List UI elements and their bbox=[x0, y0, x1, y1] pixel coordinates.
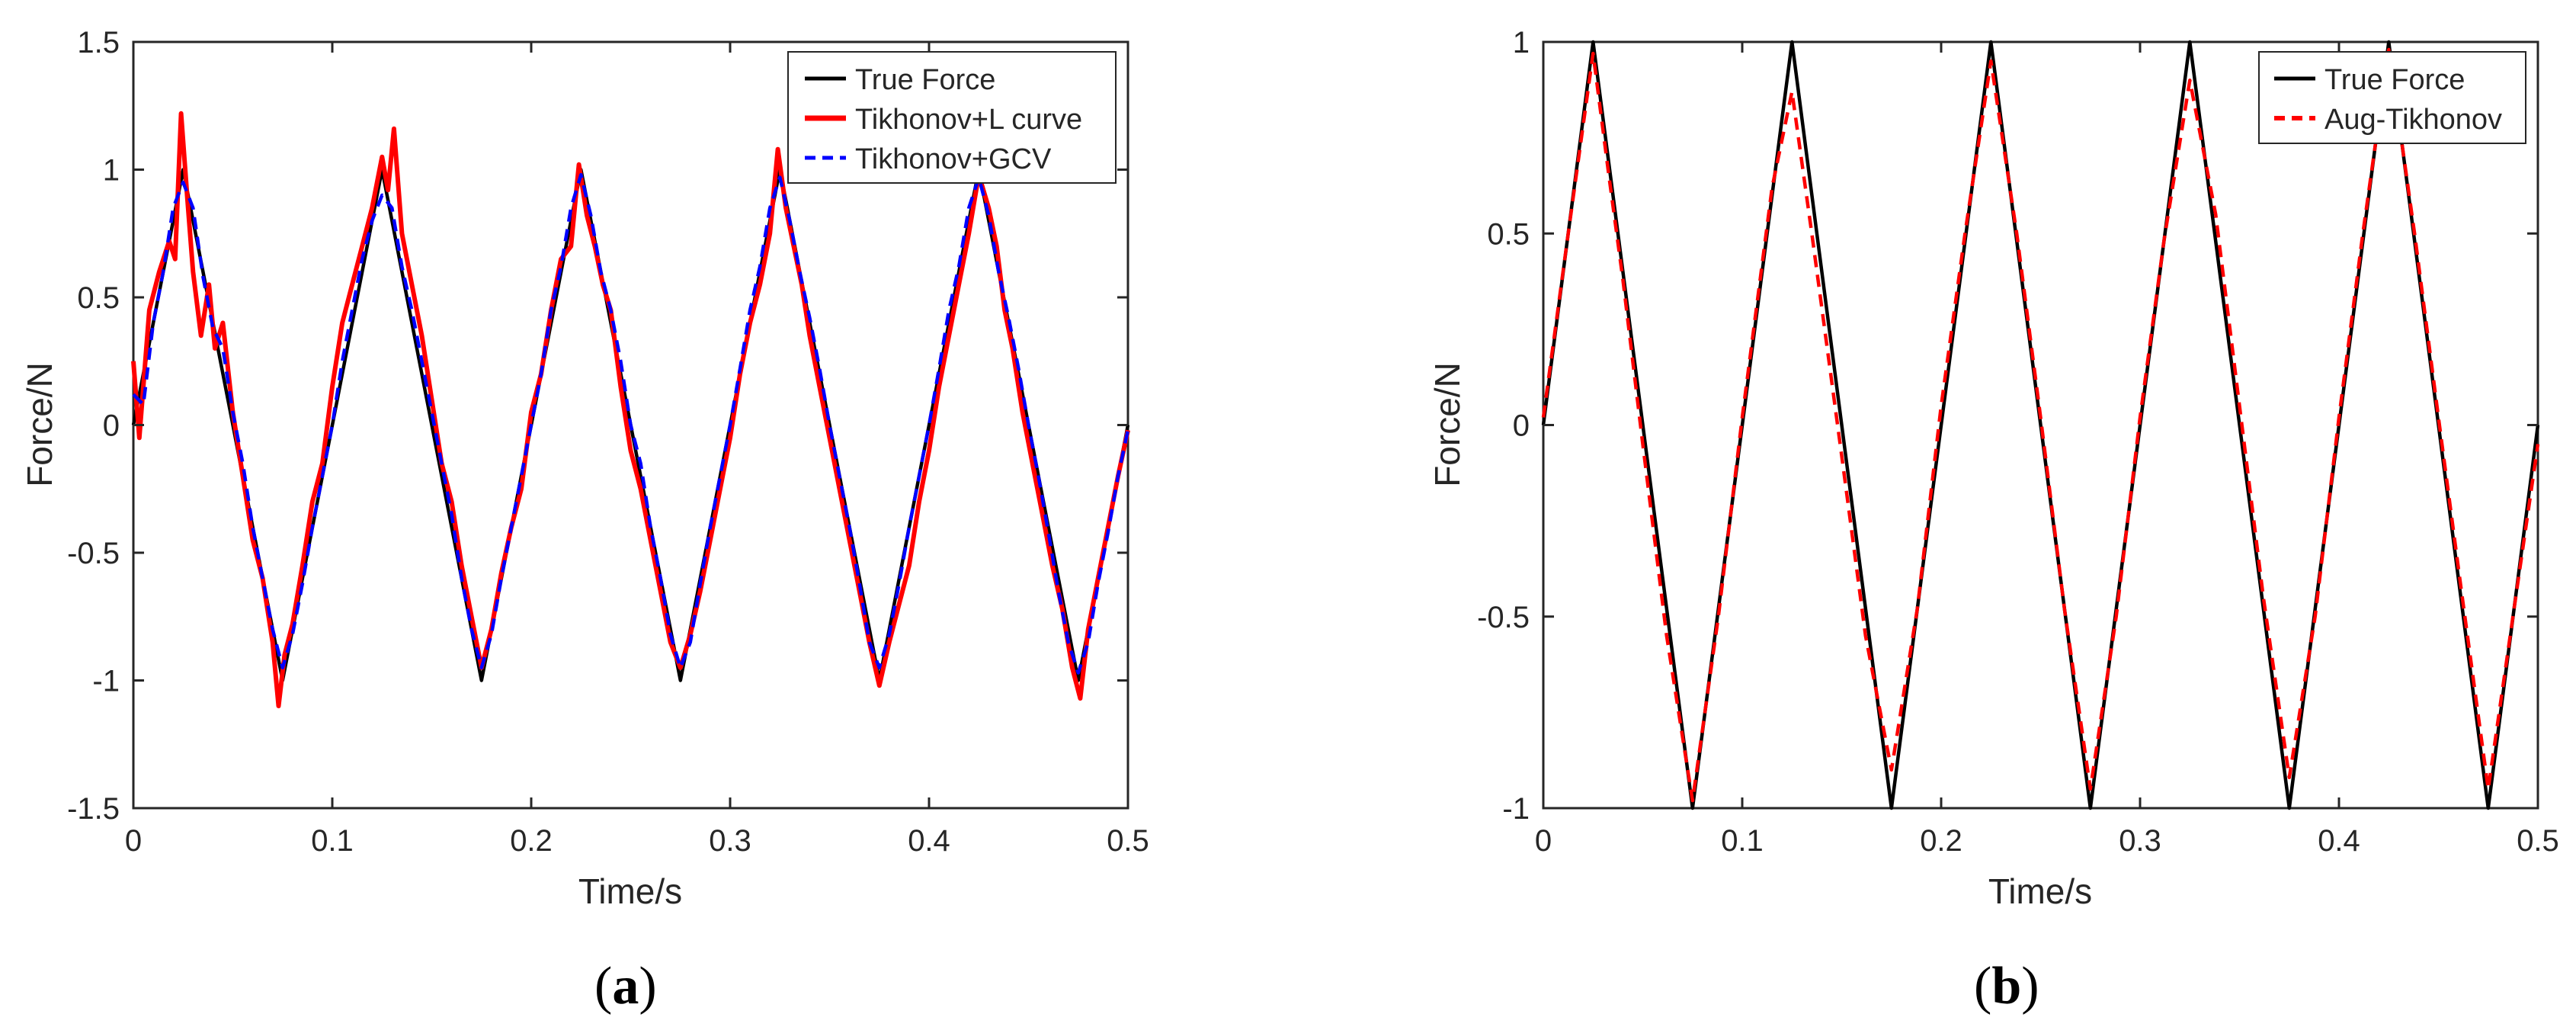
caption-a: (a) bbox=[594, 957, 657, 1016]
x-tick-label: 0.3 bbox=[2119, 824, 2161, 858]
y-tick-label: 0.5 bbox=[77, 281, 120, 315]
ticks-layer: 0 0.1 0.2 0.3 0.4 0.5 -1.5 -1 -0.5 0 0.5 1 1.5 bbox=[67, 26, 1149, 858]
legend-label-true-force: True Force bbox=[855, 64, 995, 96]
y-axis-label: Force/N bbox=[20, 362, 59, 487]
x-tick-label: 0.3 bbox=[709, 824, 751, 858]
legend: True Force Tikhonov+L curve Tikhonov+GCV bbox=[787, 51, 1117, 184]
x-tick-label: 0.2 bbox=[1920, 824, 1962, 858]
y-tick-label: 0 bbox=[103, 409, 120, 443]
y-tick-label: 0.5 bbox=[1487, 217, 1530, 251]
legend-label-true-force: True Force bbox=[2324, 64, 2465, 96]
legend-label-tikhonov-gcv: Tikhonov+GCV bbox=[855, 143, 1052, 175]
x-tick-label: 0.1 bbox=[1721, 824, 1764, 858]
x-tick-label: 0.5 bbox=[1107, 824, 1149, 858]
panel-a: 0 0.1 0.2 0.3 0.4 0.5 -1.5 -1 -0.5 0 0.5 1 1.5 Time/… bbox=[20, 26, 1149, 1016]
y-tick-label: -1 bbox=[92, 665, 120, 698]
y-tick-label: 1 bbox=[1513, 26, 1530, 59]
legend: True Force Aug-Tikhonov bbox=[2258, 51, 2526, 144]
y-tick-label: 1 bbox=[103, 154, 120, 188]
legend-label-aug-tikhonov: Aug-Tikhonov bbox=[2324, 104, 2502, 136]
legend-label-tikhonov-l-curve: Tikhonov+L curve bbox=[855, 104, 1082, 136]
x-tick-label: 0 bbox=[125, 824, 142, 858]
x-tick-label: 0.1 bbox=[311, 824, 354, 858]
series-layer bbox=[1541, 40, 2540, 810]
x-tick-label: 0.2 bbox=[510, 824, 553, 858]
y-tick-label: 1.5 bbox=[77, 26, 120, 59]
y-tick-label: -1 bbox=[1502, 792, 1530, 826]
x-tick-label: 0 bbox=[1535, 824, 1552, 858]
panel-b: 0 0.1 0.2 0.3 0.4 0.5 -1 -0.5 0 0.5 1 Time/s Force… bbox=[1427, 26, 2559, 1016]
y-tick-label: 0 bbox=[1513, 409, 1530, 443]
x-axis-label: Time/s bbox=[1988, 871, 2092, 911]
y-axis-label: Force/N bbox=[1427, 362, 1467, 487]
y-tick-label: -1.5 bbox=[67, 792, 120, 826]
x-tick-label: 0.4 bbox=[2318, 824, 2360, 858]
x-tick-label: 0.4 bbox=[908, 824, 950, 858]
y-tick-label: -0.5 bbox=[67, 537, 120, 570]
y-tick-label: -0.5 bbox=[1477, 601, 1530, 634]
caption-b: (b) bbox=[1974, 957, 2039, 1016]
x-tick-label: 0.5 bbox=[2517, 824, 2559, 858]
ticks-layer: 0 0.1 0.2 0.3 0.4 0.5 -1 -0.5 0 0.5 1 bbox=[1477, 26, 2559, 858]
legend-box bbox=[2258, 51, 2526, 144]
x-axis-label: Time/s bbox=[578, 871, 682, 911]
series-line-aug-tikhonov bbox=[1541, 47, 2540, 803]
series-line-tikhonov-gcv bbox=[132, 172, 1130, 675]
series-layer bbox=[131, 111, 1130, 708]
